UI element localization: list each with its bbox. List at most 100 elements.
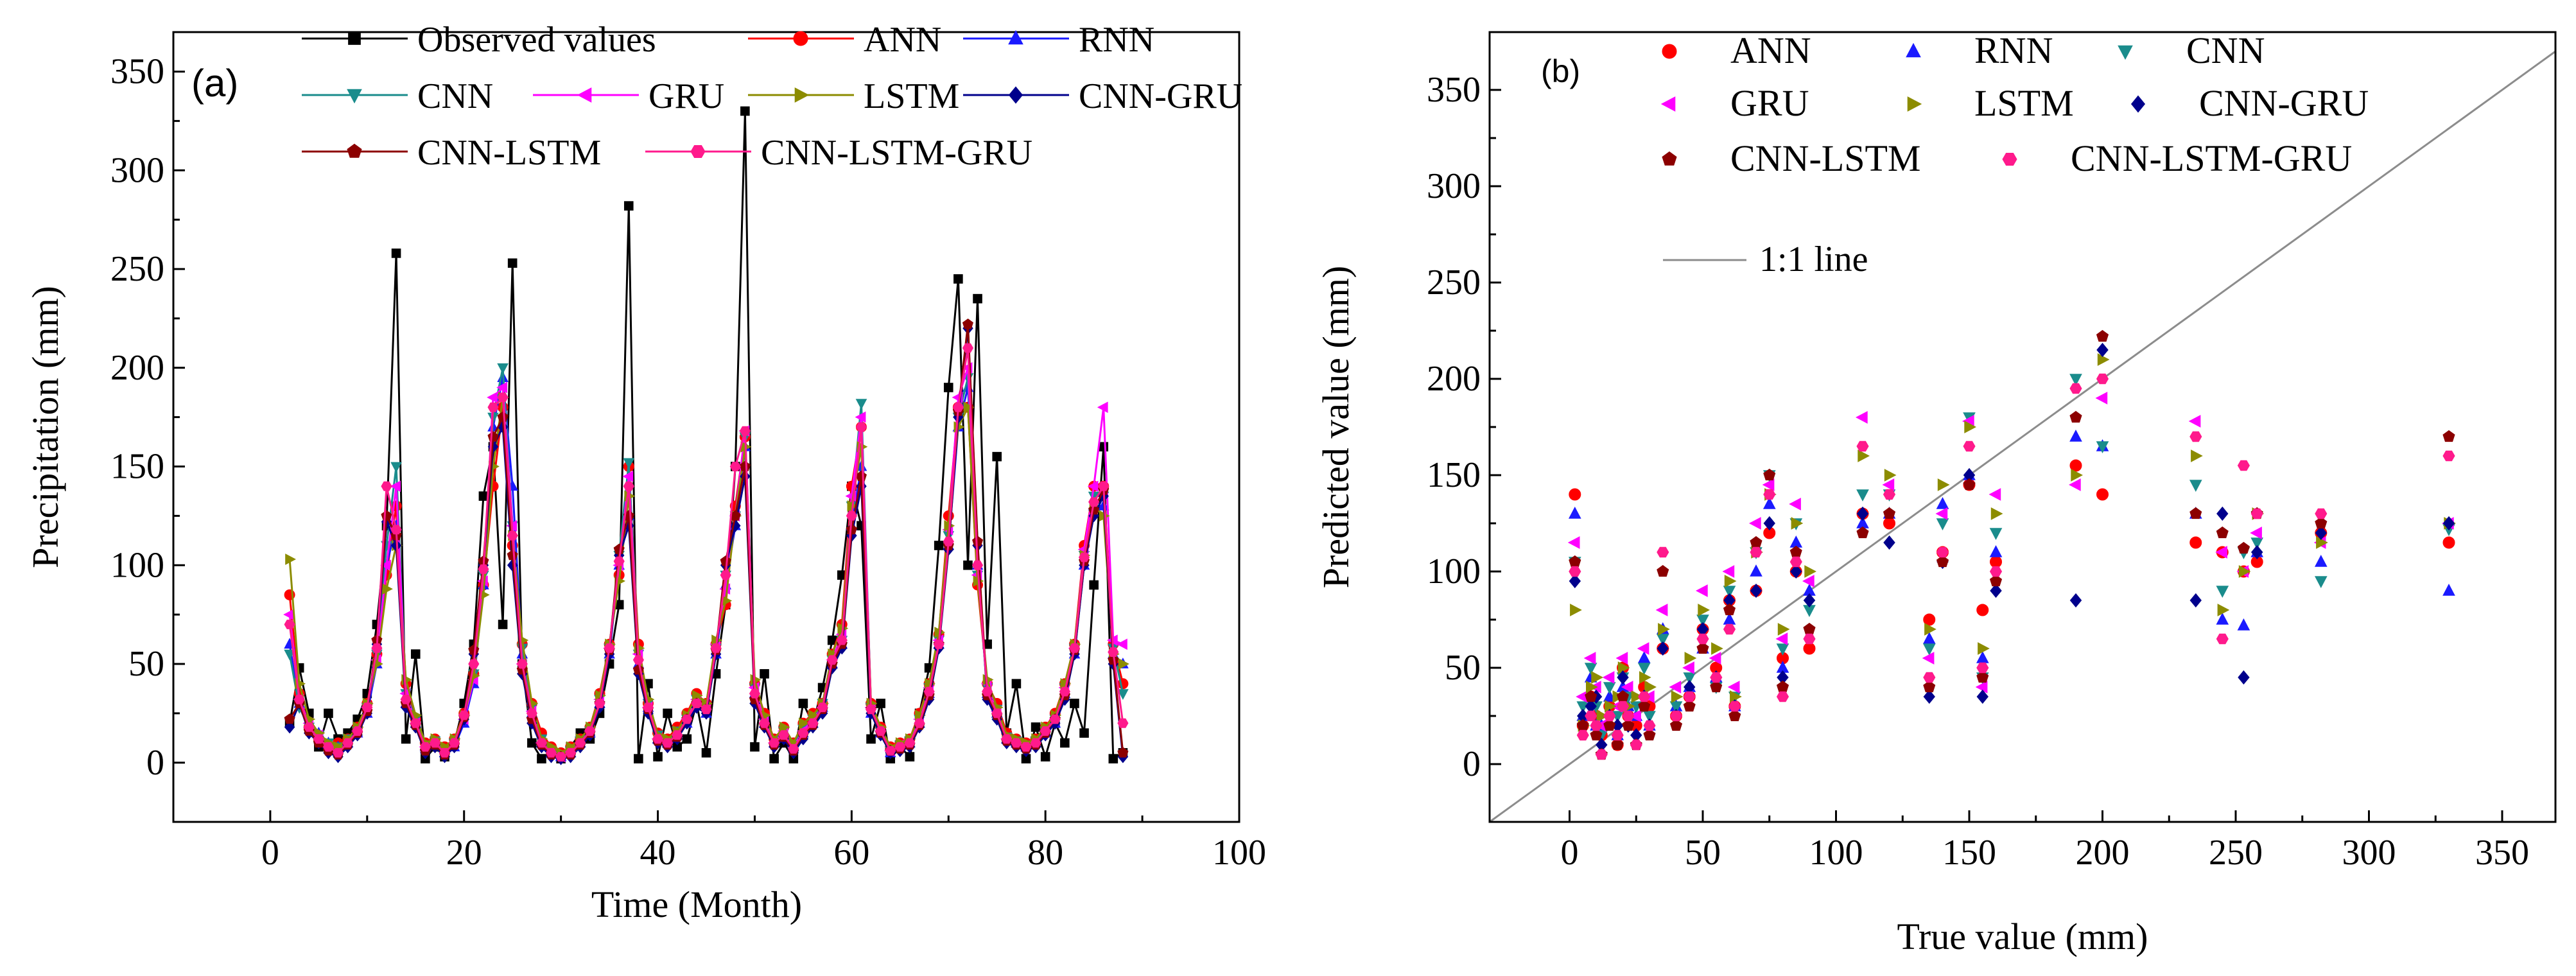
panel-a-point-cnn-lstm-gru: [410, 718, 421, 728]
panel-b-point-cnn-lstm: [1710, 680, 1723, 693]
panel-b-point-cnn-gru: [1990, 583, 2002, 598]
panel-b-point-gru: [1727, 681, 1740, 693]
panel-a-point-cnn-lstm-gru: [817, 702, 828, 713]
panel-b-point-ann: [1976, 604, 1989, 616]
panel-a-point-cnn-lstm-gru: [914, 718, 925, 728]
panel-b-point-lstm: [1617, 661, 1630, 674]
panel-b-point-cnn-gru: [1976, 689, 1989, 704]
panel-b-x-tick-label: 350: [2475, 833, 2529, 873]
panel-b-legend-label-cnn-lstm-gru: CNN-LSTM-GRU: [2071, 137, 2352, 179]
panel-b-identity-line: [1489, 50, 2556, 823]
panel-a-point-cnn-lstm-gru: [788, 744, 799, 754]
panel-a-legend: Observed values ANN RNN CNN GRU LSTM CNN-GRU CN…: [302, 20, 1242, 173]
panel-a-point-cnn-lstm-gru: [1001, 734, 1013, 744]
panel-b-legend-identity-label: 1:1 line: [1759, 240, 1868, 279]
panel-a-point-cnn-lstm-gru: [545, 747, 557, 758]
panel-b-point-cnn-lstm: [1923, 680, 1936, 693]
panel-a-point-cnn: [855, 399, 867, 410]
panel-a-point-cnn-lstm-gru: [739, 426, 751, 436]
panel-a-point-cnn-lstm-gru: [487, 402, 499, 412]
panel-b-legend-label-gru: GRU: [1730, 82, 1809, 124]
panel-a-point-observed-values: [401, 734, 411, 744]
panel-b-point-cnn: [1696, 614, 1709, 627]
panel-b-point-rnn: [2069, 430, 2082, 442]
panel-b-point-gru: [1709, 652, 1721, 665]
panel-a-point-observed-values: [682, 734, 692, 744]
panel-a-point-lstm: [963, 401, 975, 414]
panel-a-point-observed-values: [537, 754, 546, 763]
panel-b-point-cnn-lstm: [1638, 699, 1651, 712]
panel-a-point-cnn-lstm-gru: [478, 564, 489, 574]
panel-b-point-gru: [2188, 415, 2201, 428]
panel-b-point-cnn: [1723, 586, 1736, 598]
panel-b-point-cnn-lstm-gru: [1710, 672, 1723, 683]
panel-b-legend-item-ann: ANN: [1662, 30, 1811, 71]
panel-b-x-tick-label: 0: [1561, 833, 1579, 873]
panel-b-point-cnn-gru: [2238, 670, 2250, 685]
panel-b-legend-item-cnn: CNN: [2118, 30, 2265, 71]
panel-b-point-cnn: [1603, 682, 1616, 694]
panel-a-legend-marker-rnn: [1008, 30, 1023, 45]
panel-a-legend-item-cnn-lstm-gru: CNN-LSTM-GRU: [645, 133, 1032, 173]
panel-a-point-cnn-lstm-gru: [701, 704, 712, 715]
panel-b-point-lstm: [1937, 478, 1950, 491]
panel-a-legend-item-cnn-gru: CNN-GRU: [963, 76, 1242, 116]
panel-b-point-cnn-lstm-gru: [2216, 633, 2229, 645]
panel-b-point-lstm: [1570, 604, 1582, 616]
panel-b-point-gru: [2215, 546, 2227, 559]
panel-b-point-lstm: [2097, 353, 2110, 366]
panel-b-point-cnn-lstm: [1590, 728, 1603, 741]
panel-b-point-cnn-lstm: [1776, 680, 1789, 693]
panel-b-point-cnn-lstm: [1750, 536, 1762, 548]
panel-b-point-cnn-lstm-gru: [1989, 566, 2003, 577]
panel-a-point-observed-values: [701, 748, 711, 758]
panel-b-point-gru: [1975, 681, 1988, 693]
panel-b-legend-marker-cnn-lstm: [1662, 151, 1677, 166]
panel-b-y-tick-label: 0: [1463, 744, 1481, 784]
panel-a-point-cnn-lstm-gru: [962, 343, 974, 353]
panel-b-point-cnn-gru: [1790, 564, 1802, 579]
panel-b-legend-marker-lstm: [1907, 96, 1922, 112]
panel-b-point-cnn: [1584, 663, 1597, 675]
panel-b-plot-area: [1489, 50, 2556, 823]
panel-b-point-cnn: [2216, 586, 2229, 598]
panel-a-point-cnn-lstm-gru: [584, 726, 596, 736]
panel-b-legend-item-lstm: LSTM: [1907, 82, 2074, 124]
panel-b-point-gru: [1935, 507, 1948, 520]
panel-b-y-tick-label: 350: [1427, 70, 1481, 110]
panel-b-point-ann: [2189, 536, 2202, 549]
panel-a-point-cnn-lstm-gru: [322, 742, 335, 752]
panel-b-point-ann: [2096, 488, 2109, 501]
panel-b-point-lstm: [1791, 517, 1804, 530]
panel-a-legend-item-observed-values: Observed values: [302, 20, 656, 60]
panel-a-axes: 0 20 40 60 80 100 0 50 100 150 200 250 300 350: [110, 52, 1266, 873]
panel-b-point-lstm: [1684, 652, 1697, 665]
panel-b-label: (b): [1541, 53, 1580, 89]
panel-a-x-axis-label: Time (Month): [591, 884, 802, 925]
panel-a-point-gru: [1087, 480, 1099, 492]
panel-b-chart: 0 50 100 150 200 250 300 350 0 50 100 150 200 250 300 3…: [1315, 30, 2557, 957]
panel-a-point-cnn-lstm-gru: [468, 659, 480, 669]
panel-a-point-cnn-lstm-gru: [575, 738, 586, 748]
panel-a-point-cnn-lstm-gru: [681, 714, 693, 724]
panel-a-point-observed-values: [769, 754, 779, 763]
panel-b-point-cnn-lstm-gru: [1576, 729, 1589, 741]
panel-a-point-observed-values: [1099, 442, 1109, 452]
panel-b-point-cnn-lstm: [2096, 329, 2109, 342]
panel-a-y-tick-label: 150: [110, 447, 164, 487]
panel-a-point-lstm: [285, 553, 296, 565]
panel-b-point-cnn-lstm-gru: [1622, 710, 1635, 722]
panel-b-point-cnn-gru: [1657, 641, 1669, 656]
panel-b-point-cnn: [2314, 576, 2328, 588]
panel-a-point-lstm: [799, 717, 810, 729]
panel-b-point-gru: [1615, 652, 1628, 665]
panel-a-point-cnn-lstm-gru: [672, 730, 683, 740]
panel-b-point-lstm: [1586, 681, 1598, 693]
panel-b-point-gru: [1583, 652, 1596, 665]
panel-a-chart: 0 20 40 60 80 100 0 50 100 150 200 250 300 350 (a) Ti…: [24, 20, 1266, 925]
panel-a-series-cnn-lstm-gru: [284, 343, 1129, 762]
panel-a-line-cnn: [288, 367, 1124, 756]
panel-a-point-cnn-lstm-gru: [623, 481, 634, 491]
panel-b-point-cnn-gru: [1763, 516, 1775, 531]
panel-a-legend-item-cnn-lstm: CNN-LSTM: [302, 133, 601, 173]
